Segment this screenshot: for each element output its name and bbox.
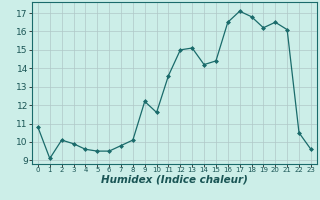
X-axis label: Humidex (Indice chaleur): Humidex (Indice chaleur) [101,175,248,185]
